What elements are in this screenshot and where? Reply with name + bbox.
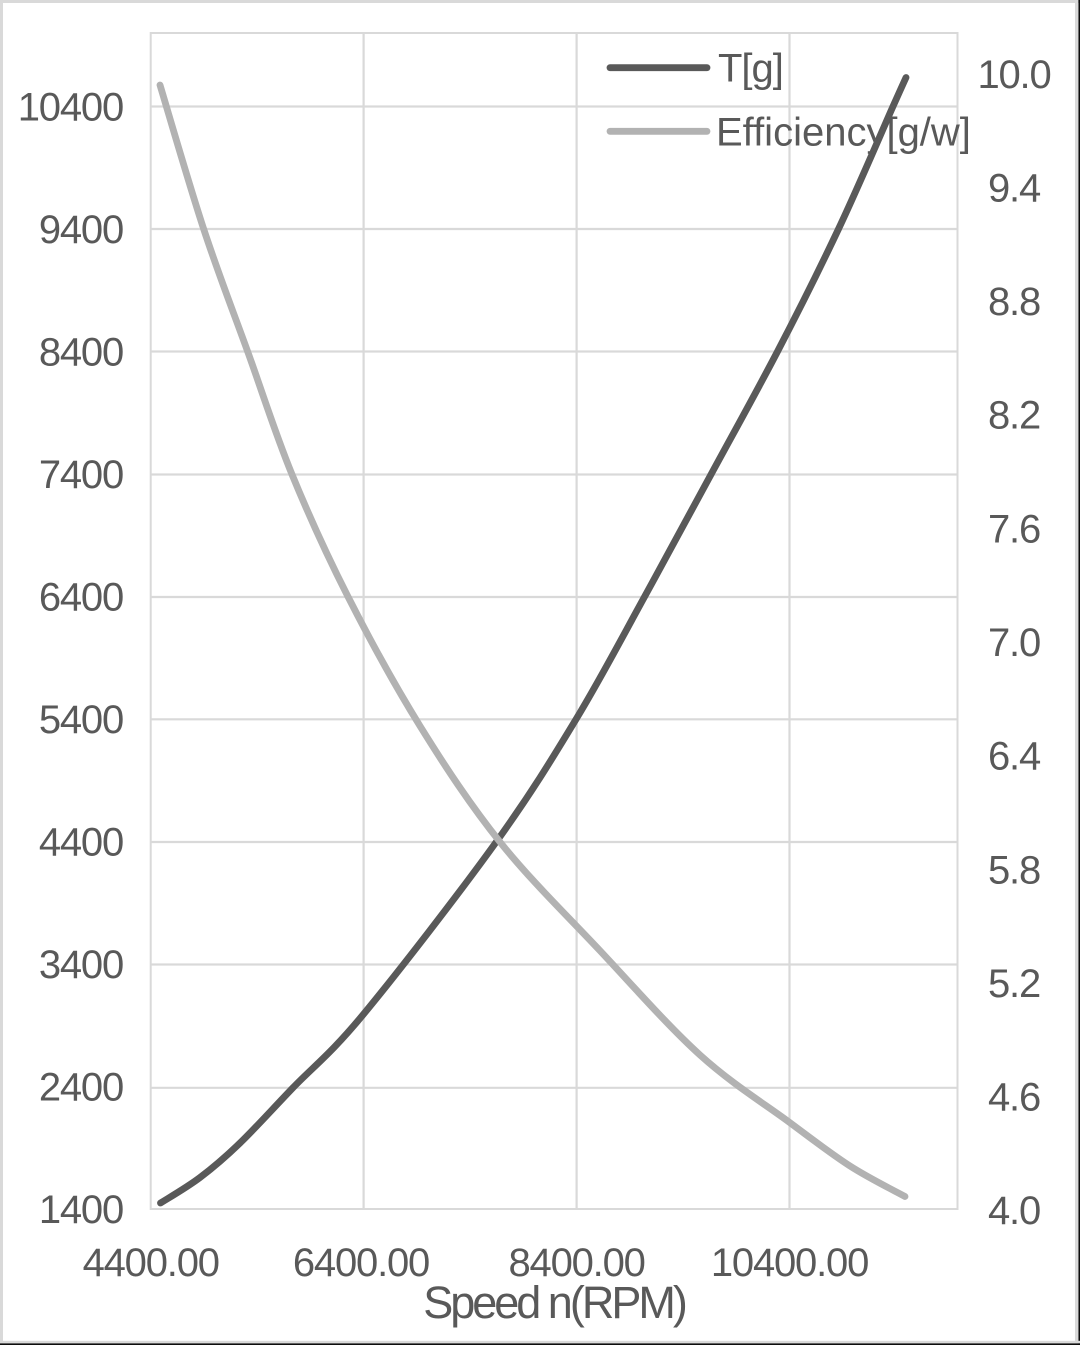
svg-text:7.0: 7.0 — [988, 621, 1040, 665]
svg-text:Efficiency[g/w]: Efficiency[g/w] — [716, 110, 971, 154]
svg-text:5400: 5400 — [39, 698, 123, 742]
svg-text:1400: 1400 — [39, 1188, 123, 1232]
svg-text:3400: 3400 — [39, 943, 123, 987]
svg-text:5.8: 5.8 — [988, 848, 1040, 892]
svg-text:5.2: 5.2 — [988, 962, 1040, 1006]
svg-text:8400: 8400 — [39, 331, 123, 375]
svg-text:6400: 6400 — [39, 576, 123, 620]
svg-text:4.6: 4.6 — [988, 1076, 1040, 1120]
svg-text:4400.00: 4400.00 — [83, 1241, 219, 1285]
svg-text:10400.00: 10400.00 — [711, 1241, 868, 1285]
svg-text:8.2: 8.2 — [988, 394, 1040, 438]
svg-text:8400.00: 8400.00 — [508, 1241, 644, 1285]
svg-text:8.8: 8.8 — [988, 280, 1040, 324]
svg-text:2400: 2400 — [39, 1066, 123, 1110]
svg-text:6.4: 6.4 — [988, 735, 1041, 779]
svg-text:10400: 10400 — [18, 86, 123, 130]
svg-text:9.4: 9.4 — [988, 166, 1041, 210]
svg-text:7.6: 7.6 — [988, 507, 1040, 551]
svg-text:10.0: 10.0 — [977, 53, 1050, 97]
svg-text:4400: 4400 — [39, 821, 123, 865]
svg-text:7400: 7400 — [39, 453, 123, 497]
svg-text:Speed n(RPM): Speed n(RPM) — [423, 1277, 686, 1328]
svg-text:T[g]: T[g] — [718, 47, 783, 91]
svg-text:9400: 9400 — [39, 208, 123, 252]
svg-text:4.0: 4.0 — [988, 1189, 1040, 1233]
svg-text:6400.00: 6400.00 — [293, 1241, 429, 1285]
